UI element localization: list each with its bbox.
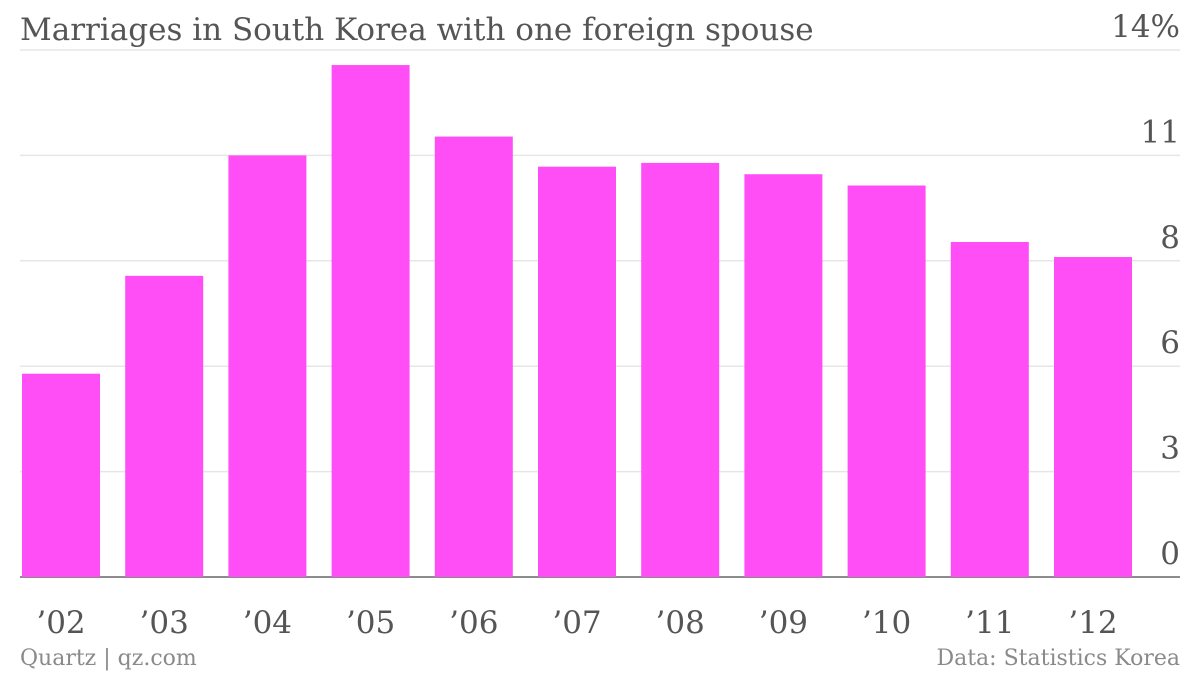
y-tick-label: 8 <box>1160 220 1180 256</box>
chart-title: Marriages in South Korea with one foreig… <box>20 12 814 48</box>
bar <box>434 136 513 578</box>
x-tick-label: ’07 <box>552 605 601 641</box>
y-tick-label: 0 <box>1160 536 1180 572</box>
y-axis-labels: 0 3 6 8 11 14% <box>1111 9 1180 572</box>
footer-data-source: Data: Statistics Korea <box>936 646 1180 671</box>
x-tick-label: ’10 <box>862 605 911 641</box>
bar-layer <box>22 65 1132 578</box>
y-tick-label: 11 <box>1141 114 1180 150</box>
bar <box>331 65 410 578</box>
x-tick-label: ’03 <box>140 605 189 641</box>
x-tick-label: ’05 <box>346 605 395 641</box>
x-tick-label: ’02 <box>36 605 85 641</box>
bar <box>1054 257 1132 577</box>
y-tick-label: 6 <box>1160 325 1180 361</box>
bar <box>125 275 204 577</box>
x-tick-label: ’11 <box>965 605 1014 641</box>
x-tick-label: ’04 <box>243 605 292 641</box>
bar <box>228 155 307 577</box>
bar <box>744 174 823 577</box>
bar <box>950 241 1029 577</box>
x-tick-label: ’08 <box>656 605 705 641</box>
bar <box>22 373 100 577</box>
y-tick-label: 3 <box>1160 431 1180 467</box>
bar <box>847 185 926 577</box>
x-axis-labels: ’02 ’03 ’04 ’05 ’06 ’07 ’08 ’09 ’10 ’11 ’12 <box>36 605 1117 641</box>
x-tick-label: ’06 <box>449 605 498 641</box>
bar <box>641 162 720 577</box>
bar <box>538 166 616 577</box>
y-tick-label: 14% <box>1111 9 1180 45</box>
x-tick-label: ’09 <box>759 605 808 641</box>
x-tick-label: ’12 <box>1068 605 1117 641</box>
footer-credit: Quartz | qz.com <box>20 646 197 671</box>
